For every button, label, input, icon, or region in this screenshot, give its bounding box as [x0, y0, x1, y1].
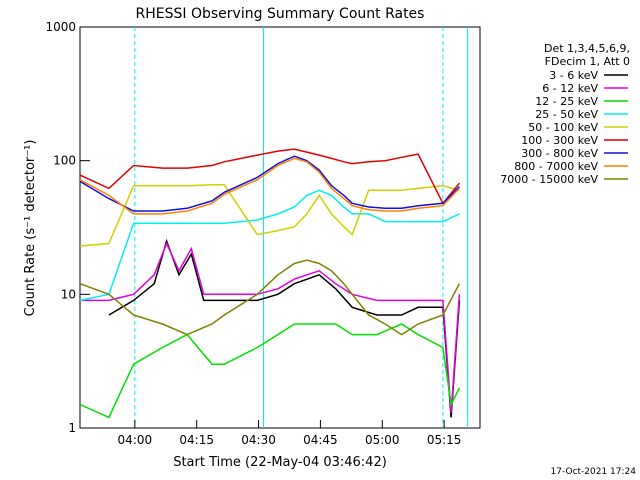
x-tick-label: 05:15 — [427, 433, 462, 447]
series-line-7 — [79, 157, 460, 215]
series-line-1 — [80, 241, 461, 413]
legend-header: Det 1,3,4,5,6,9, — [544, 42, 630, 55]
x-tick-label: 04:00 — [118, 433, 153, 447]
y-tick-label: 100 — [53, 154, 76, 168]
legend-label-5: 100 - 300 keV — [521, 134, 598, 147]
series-line-2 — [79, 323, 461, 419]
legend-label-6: 300 - 800 keV — [521, 147, 598, 160]
legend-label-3: 25 - 50 keV — [535, 108, 598, 121]
legend-label-4: 50 - 100 keV — [528, 121, 598, 134]
y-tick-label: 10 — [61, 287, 76, 301]
series-line-6 — [79, 155, 460, 212]
x-axis-label: Start Time (22-May-04 03:46:42) — [173, 455, 387, 470]
x-tick-label: 05:00 — [365, 433, 400, 447]
legend-label-2: 12 - 25 keV — [535, 95, 598, 108]
legend-label-1: 6 - 12 keV — [542, 82, 598, 95]
y-tick-label: 1 — [68, 421, 76, 435]
chart-title: RHESSI Observing Summary Count Rates — [136, 6, 425, 22]
series-line-0 — [108, 238, 461, 418]
plot-area — [79, 26, 481, 429]
annotation-bands — [134, 27, 469, 428]
series-line-8 — [79, 259, 461, 336]
legend-label-0: 3 - 6 keV — [549, 69, 598, 82]
series-layer — [79, 148, 461, 419]
x-axis: 04:00 04:15 04:30 04:45 05:00 05:15 — [118, 420, 462, 447]
y-axis-label: Count Rate (s⁻¹ detector⁻¹) — [23, 140, 38, 317]
series-line-5 — [79, 148, 460, 205]
legend-label-8: 7000 - 15000 keV — [500, 173, 598, 186]
legend: Det 1,3,4,5,6,9,FDecim 1, Att 03 - 6 keV… — [500, 42, 630, 186]
x-tick-label: 04:30 — [241, 433, 276, 447]
x-tick-label: 04:45 — [303, 433, 338, 447]
series-line-4 — [79, 184, 460, 247]
y-axis: 1 10 100 1000 — [45, 20, 90, 435]
x-tick-label: 04:15 — [179, 433, 214, 447]
legend-label-7: 800 - 7000 keV — [514, 160, 598, 173]
timestamp: 17-Oct-2021 17:24 — [551, 467, 637, 477]
legend-header: FDecim 1, Att 0 — [545, 55, 630, 68]
series-line-3 — [79, 189, 460, 302]
y-tick-label: 1000 — [45, 20, 76, 34]
